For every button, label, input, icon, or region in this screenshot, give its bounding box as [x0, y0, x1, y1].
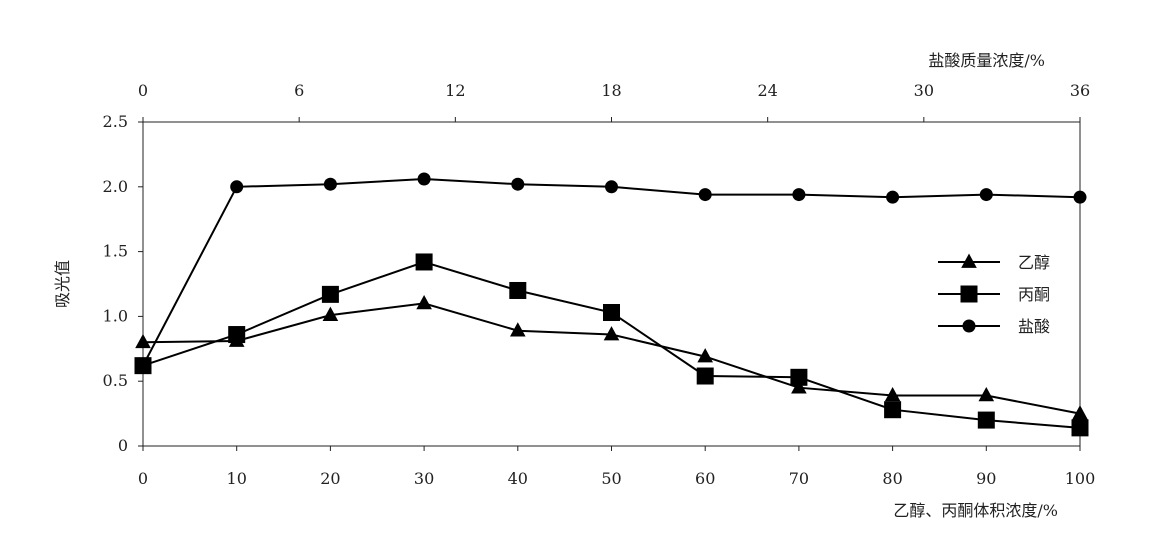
legend-marker — [960, 285, 978, 303]
data-point — [228, 326, 246, 344]
legend-label: 盐酸 — [1018, 317, 1050, 336]
x-tick-label-top: 0 — [138, 81, 148, 100]
data-point — [790, 368, 808, 386]
x-tick-label-bottom: 80 — [882, 469, 902, 488]
x-tick-label-bottom: 90 — [976, 469, 996, 488]
legend-item: 乙醇 — [938, 253, 1050, 272]
y-tick-label: 0.5 — [103, 371, 128, 390]
data-point — [791, 379, 807, 394]
series-盐酸 — [136, 172, 1087, 373]
x-axis-title-bottom: 乙醇、丙酮体积浓度/% — [893, 501, 1058, 520]
x-tick-label-top: 6 — [294, 81, 304, 100]
x-tick-label-bottom: 10 — [227, 469, 247, 488]
data-point — [230, 180, 244, 194]
data-point — [511, 177, 525, 191]
legend-item: 盐酸 — [938, 317, 1050, 336]
legend-marker — [961, 253, 977, 268]
x-tick-label-bottom: 100 — [1065, 469, 1096, 488]
data-point — [322, 306, 339, 321]
y-tick-label: 2.0 — [103, 177, 128, 196]
x-axis-title-top: 盐酸质量浓度/% — [928, 51, 1045, 70]
data-point — [1071, 419, 1089, 437]
data-point — [509, 281, 527, 299]
x-tick-label-top: 30 — [914, 81, 934, 100]
series-layer — [134, 172, 1089, 437]
x-tick-label-top: 18 — [601, 81, 621, 100]
x-tick-label-bottom: 0 — [138, 469, 148, 488]
data-point — [415, 253, 433, 271]
data-point — [696, 367, 714, 385]
series-line — [142, 260, 1081, 429]
data-point — [510, 322, 526, 337]
data-point — [884, 401, 902, 419]
data-point — [416, 294, 432, 310]
data-point — [978, 387, 995, 402]
y-tick-label: 1.0 — [103, 306, 128, 325]
x-tick-label-bottom: 40 — [508, 469, 528, 488]
data-point — [603, 304, 620, 322]
data-point — [698, 188, 712, 202]
data-point — [605, 180, 618, 194]
legend-label: 丙酮 — [1018, 285, 1050, 304]
x-tick-label-bottom: 70 — [789, 469, 809, 488]
data-point — [977, 411, 995, 429]
axes-layer: 0 0.5 1.0 1.5 2.0 2.5 0 10 20 30 40 50 60 70 80 90 100 0 6… — [103, 81, 1096, 488]
x-tick-label-bottom: 20 — [320, 469, 340, 488]
y-tick-label: 0 — [118, 436, 128, 455]
legend-item: 丙酮 — [938, 285, 1050, 304]
y-axis-title: 吸光值 — [53, 260, 72, 308]
data-point — [135, 333, 151, 349]
data-point — [417, 172, 431, 186]
x-tick-label-top: 36 — [1070, 81, 1090, 100]
data-point — [1073, 190, 1087, 204]
series-丙酮 — [134, 253, 1089, 437]
data-point — [1072, 405, 1088, 420]
data-point — [136, 359, 150, 373]
legend-marker — [962, 319, 976, 333]
data-point — [884, 387, 901, 402]
x-tick-label-top: 24 — [757, 81, 777, 100]
x-tick-label-top: 12 — [445, 81, 465, 100]
data-point — [979, 188, 993, 202]
data-point — [603, 326, 620, 341]
x-tick-label-bottom: 60 — [695, 469, 715, 488]
x-tick-label-bottom: 50 — [601, 469, 621, 488]
legend-label: 乙醇 — [1018, 253, 1050, 272]
data-point — [886, 190, 900, 204]
data-point — [792, 188, 806, 202]
data-point — [323, 177, 337, 191]
data-point — [697, 348, 713, 363]
y-tick-label: 1.5 — [103, 242, 128, 261]
data-point — [321, 285, 339, 303]
x-tick-label-bottom: 30 — [414, 469, 434, 488]
y-tick-label: 2.5 — [103, 112, 128, 131]
